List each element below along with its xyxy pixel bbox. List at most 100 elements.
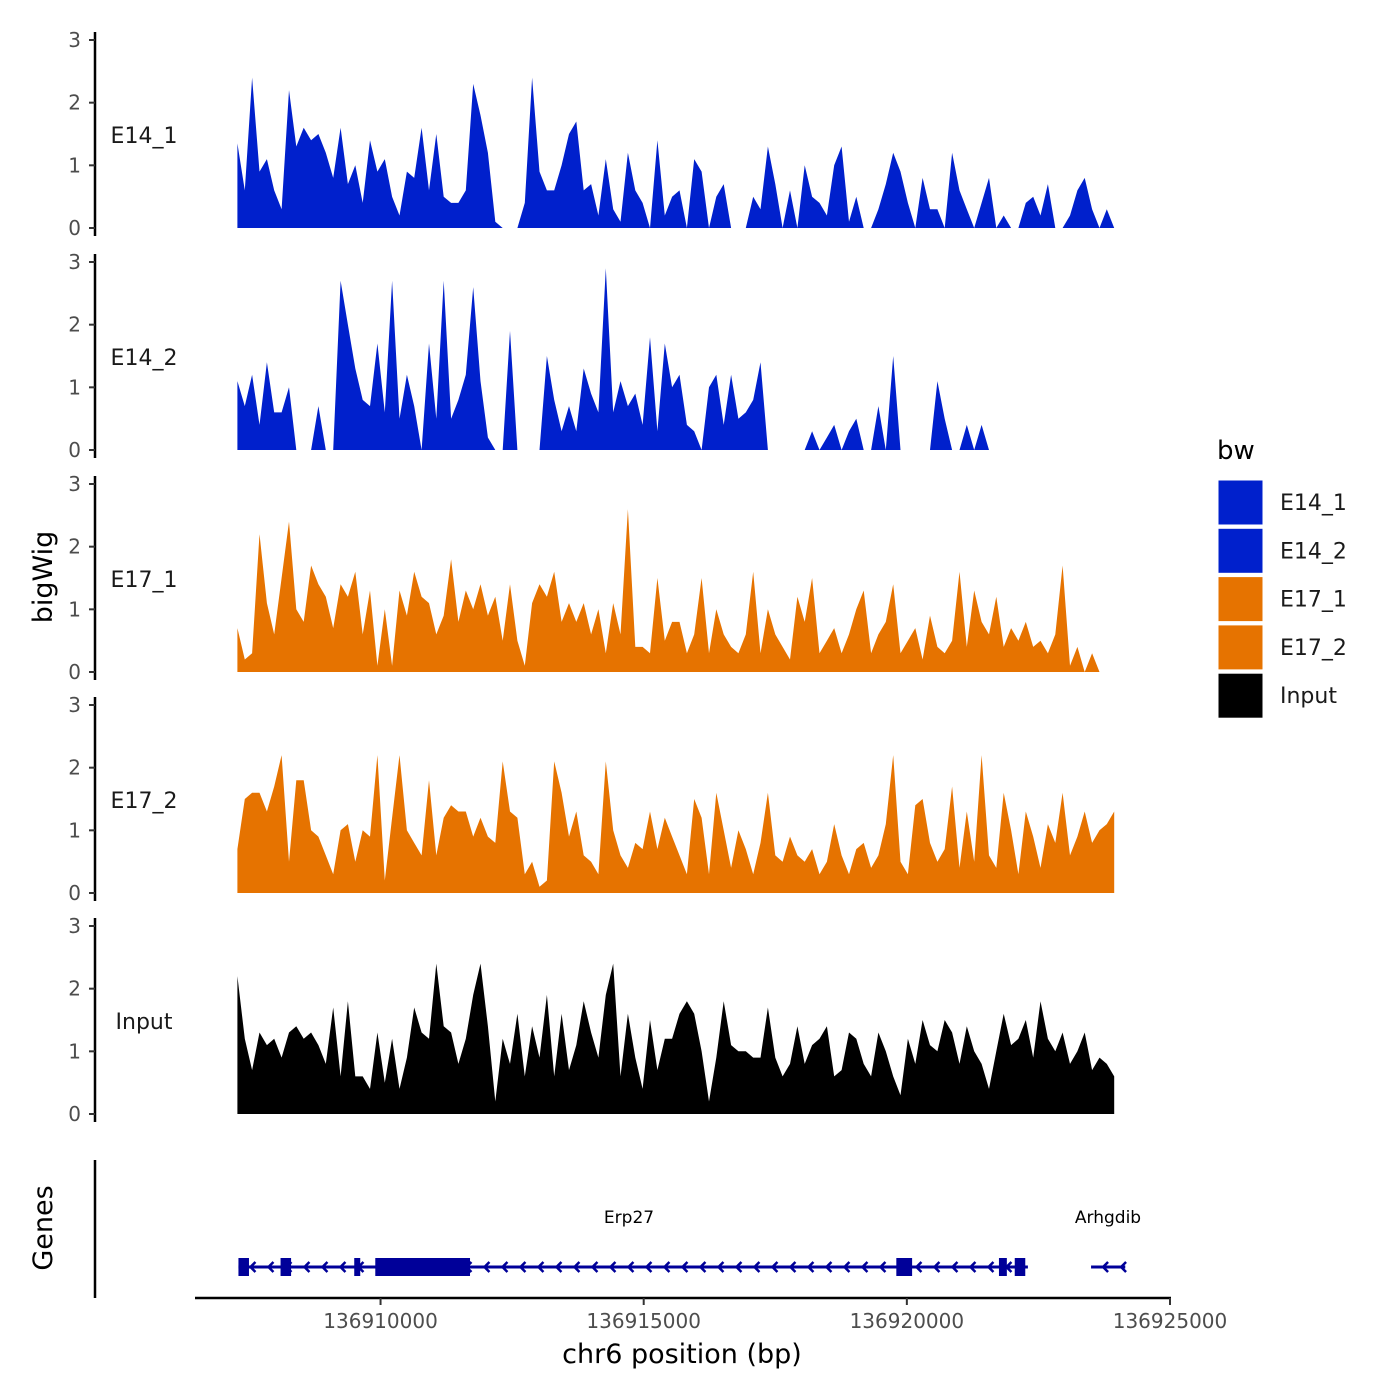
strand-arrow (320, 1261, 329, 1273)
area-e14-1 (237, 77, 1115, 228)
y-tick-label-input-1: 1 (68, 1039, 81, 1063)
legend: bw E14_1 E14_2 E17_1 E17_2 Input (1217, 436, 1347, 719)
exon-erp27-4 (896, 1258, 913, 1276)
track-input: 0 1 2 3 Input (68, 914, 1115, 1126)
exon-erp27-6 (1014, 1258, 1026, 1276)
exon-erp27-3 (375, 1258, 471, 1276)
genes-axis-title: Genes (28, 1185, 59, 1270)
y-tick-label-e17-2-0: 0 (68, 881, 81, 905)
y-tick-label-e14-2-0: 0 (68, 438, 81, 462)
strand-arrow (644, 1261, 653, 1273)
y-tick-label-e17-1-2: 2 (68, 535, 81, 559)
strand-arrow (266, 1261, 275, 1273)
track-e14-2: 0 1 2 3 E14_2 (68, 250, 1115, 462)
x-tick-label-136910000: 136910000 (323, 1309, 438, 1333)
y-tick-label-e14-1-1: 1 (68, 153, 81, 177)
legend-label-input: Input (1280, 684, 1337, 709)
x-tick-label-136920000: 136920000 (850, 1309, 965, 1333)
legend-swatch-input (1217, 672, 1264, 719)
track-e17-2: 0 1 2 3 E17_2 (68, 693, 1115, 905)
y-tick-label-e14-2-1: 1 (68, 375, 81, 399)
track-e17-1: 0 1 2 3 E17_1 (68, 472, 1115, 684)
gene-label-erp27: Erp27 (604, 1208, 654, 1228)
strand-arrow (824, 1261, 833, 1273)
y-tick-label-e14-2-3: 3 (68, 250, 81, 274)
strand-arrow (860, 1261, 869, 1273)
strand-arrow (806, 1261, 815, 1273)
strand-arrow (968, 1261, 977, 1273)
track-label-e17-1: E17_1 (111, 568, 178, 593)
y-tick-label-e14-1-3: 3 (68, 28, 81, 52)
strand-arrow (842, 1261, 851, 1273)
strand-arrow (1119, 1261, 1127, 1273)
gene-erp27: Erp27 (238, 1208, 1028, 1276)
strand-arrow (608, 1261, 617, 1273)
y-tick-label-e17-2-1: 1 (68, 818, 81, 842)
strand-arrow (302, 1261, 311, 1273)
x-tick-label-136925000: 136925000 (1113, 1309, 1228, 1333)
exon-erp27-0 (238, 1258, 249, 1276)
y-axis-title: bigWig (28, 531, 59, 624)
strand-arrow (626, 1261, 635, 1273)
area-e14-2 (237, 268, 1115, 450)
strand-arrow (518, 1261, 527, 1273)
y-tick-label-e17-1-0: 0 (68, 660, 81, 684)
track-label-e14-1: E14_1 (111, 124, 178, 149)
legend-swatch-e14-1 (1217, 479, 1264, 526)
strand-arrow (932, 1261, 941, 1273)
x-axis-title: chr6 position (bp) (562, 1339, 802, 1370)
legend-label-e17-2: E17_2 (1280, 636, 1347, 661)
y-tick-label-input-0: 0 (68, 1102, 81, 1126)
gene-arhgdib: Arhgdib (1075, 1208, 1141, 1273)
area-input (237, 963, 1115, 1114)
strand-arrow (986, 1261, 995, 1273)
x-tick-label-136915000: 136915000 (586, 1309, 701, 1333)
y-tick-label-e17-2-2: 2 (68, 756, 81, 780)
strand-arrow (950, 1261, 959, 1273)
legend-swatch-e17-2 (1217, 624, 1264, 671)
track-label-e17-2: E17_2 (111, 789, 178, 814)
strand-arrow (734, 1261, 743, 1273)
strand-arrow (500, 1261, 509, 1273)
track-label-input: Input (116, 1010, 173, 1035)
y-tick-label-e14-1-0: 0 (68, 216, 81, 240)
tracks-panel: 0 1 2 3 E14_1 0 1 2 3 E14_2 0 1 2 3 E17_1 0 1 2 3 E17_2 0 1 2 3… (68, 28, 1115, 1126)
strand-arrow (482, 1261, 491, 1273)
legend-label-e14-2: E14_2 (1280, 539, 1347, 564)
genes-panel: Erp27 Arhgdib (93, 1160, 1141, 1298)
exon-erp27-5 (998, 1258, 1007, 1276)
area-e17-2 (237, 755, 1115, 893)
strand-arrow (878, 1261, 887, 1273)
strand-arrow (770, 1261, 779, 1273)
strand-arrow (554, 1261, 563, 1273)
y-tick-label-e14-2-2: 2 (68, 313, 81, 337)
strand-arrow (338, 1261, 347, 1273)
strand-arrow (572, 1261, 581, 1273)
strand-arrow (1101, 1261, 1109, 1273)
area-e17-1 (237, 509, 1115, 672)
strand-arrow (248, 1261, 257, 1273)
legend-swatch-e14-2 (1217, 527, 1264, 574)
legend-label-e17-1: E17_1 (1280, 588, 1347, 613)
strand-arrow (536, 1261, 545, 1273)
track-e14-1: 0 1 2 3 E14_1 (68, 28, 1115, 240)
exon-erp27-2 (354, 1258, 361, 1276)
gene-label-arhgdib: Arhgdib (1075, 1208, 1141, 1228)
y-tick-label-e14-1-2: 2 (68, 91, 81, 115)
strand-arrow (680, 1261, 689, 1273)
y-tick-label-e17-1-3: 3 (68, 472, 81, 496)
y-tick-label-input-2: 2 (68, 977, 81, 1001)
x-axis: 136910000 136915000 136920000 136925000 (195, 1296, 1228, 1333)
y-tick-label-e17-2-3: 3 (68, 693, 81, 717)
exon-erp27-1 (280, 1258, 292, 1276)
legend-swatch-e17-1 (1217, 576, 1264, 623)
y-tick-label-e17-1-1: 1 (68, 597, 81, 621)
strand-arrow (752, 1261, 761, 1273)
legend-title: bw (1217, 436, 1255, 466)
strand-arrow (590, 1261, 599, 1273)
track-label-e14-2: E14_2 (111, 346, 178, 371)
legend-label-e14-1: E14_1 (1280, 491, 1347, 516)
strand-arrow (698, 1261, 707, 1273)
strand-arrow (914, 1261, 923, 1273)
